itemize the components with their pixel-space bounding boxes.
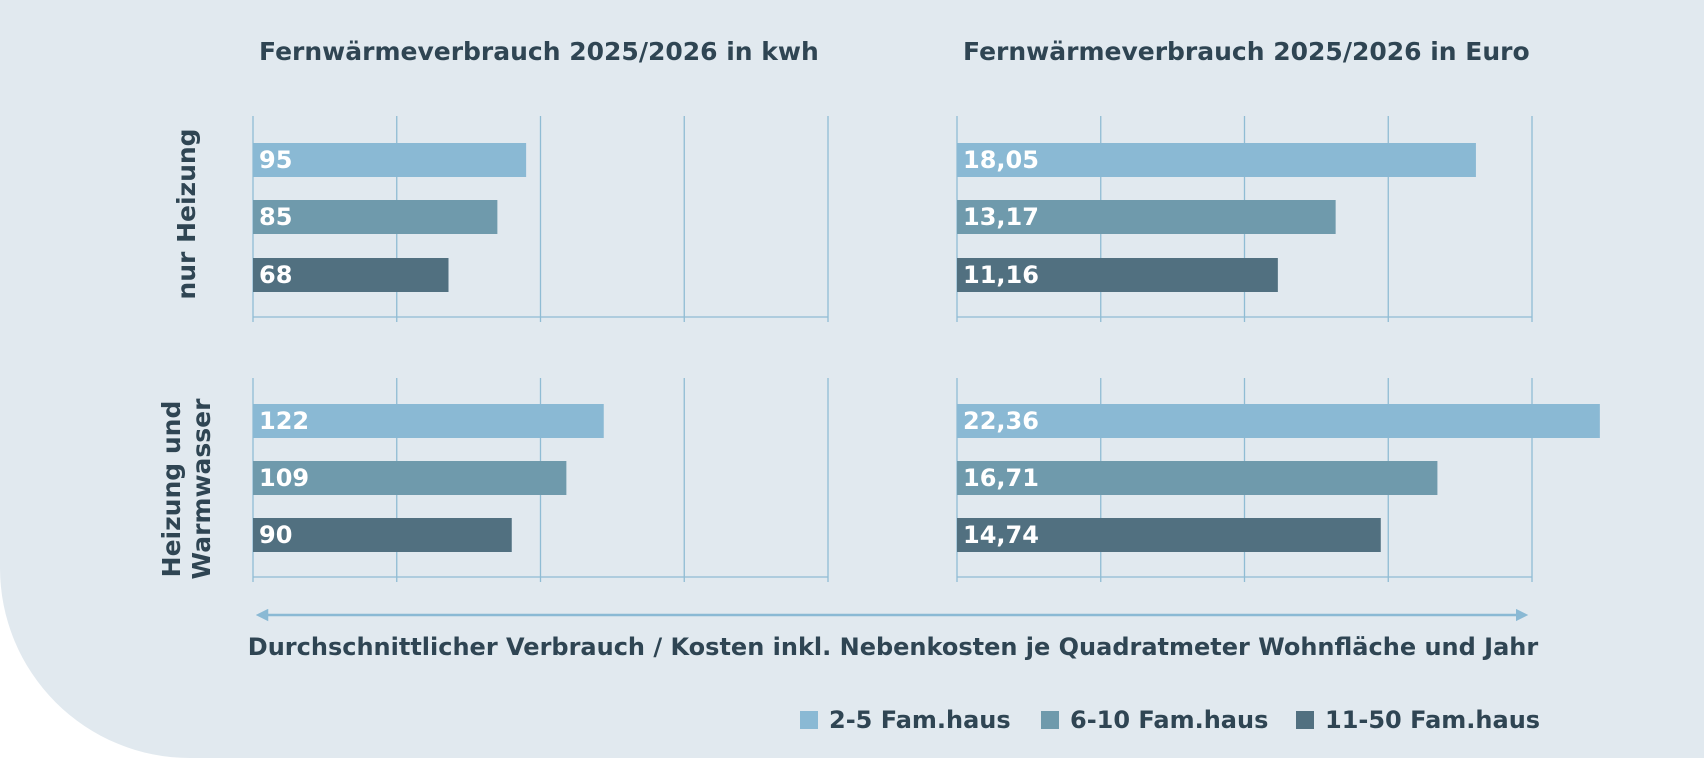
legend-swatch xyxy=(1296,711,1314,729)
bar xyxy=(253,518,512,552)
legend-label: 2-5 Fam.haus xyxy=(829,706,1011,734)
chart-title: Fernwärmeverbrauch 2025/2026 in kwh xyxy=(259,37,819,66)
bar xyxy=(253,461,567,495)
value-label: 122 xyxy=(259,407,309,435)
bar xyxy=(957,461,1438,495)
legend-label: 6-10 Fam.haus xyxy=(1070,706,1268,734)
value-label: 90 xyxy=(259,521,292,549)
value-label: 85 xyxy=(259,203,292,231)
value-label: 109 xyxy=(259,464,309,492)
chart-title: Fernwärmeverbrauch 2025/2026 in Euro xyxy=(963,37,1530,66)
bar xyxy=(253,258,449,292)
bar xyxy=(253,404,604,438)
value-label: 14,74 xyxy=(963,521,1039,549)
bar xyxy=(253,200,498,234)
bar xyxy=(957,404,1600,438)
bar xyxy=(957,200,1336,234)
value-label: 18,05 xyxy=(963,146,1039,174)
value-label: 22,36 xyxy=(963,407,1039,435)
value-label: 11,16 xyxy=(963,261,1039,289)
value-label: 95 xyxy=(259,146,292,174)
x-axis-label: Durchschnittlicher Verbrauch / Kosten in… xyxy=(248,633,1539,661)
value-label: 13,17 xyxy=(963,203,1039,231)
legend-swatch xyxy=(800,711,818,729)
legend-swatch xyxy=(1041,711,1059,729)
bar xyxy=(957,258,1278,292)
bar xyxy=(957,143,1476,177)
bar xyxy=(253,143,527,177)
value-label: 68 xyxy=(259,261,292,289)
legend-label: 11-50 Fam.haus xyxy=(1325,706,1540,734)
value-label: 16,71 xyxy=(963,464,1039,492)
bar xyxy=(957,518,1381,552)
